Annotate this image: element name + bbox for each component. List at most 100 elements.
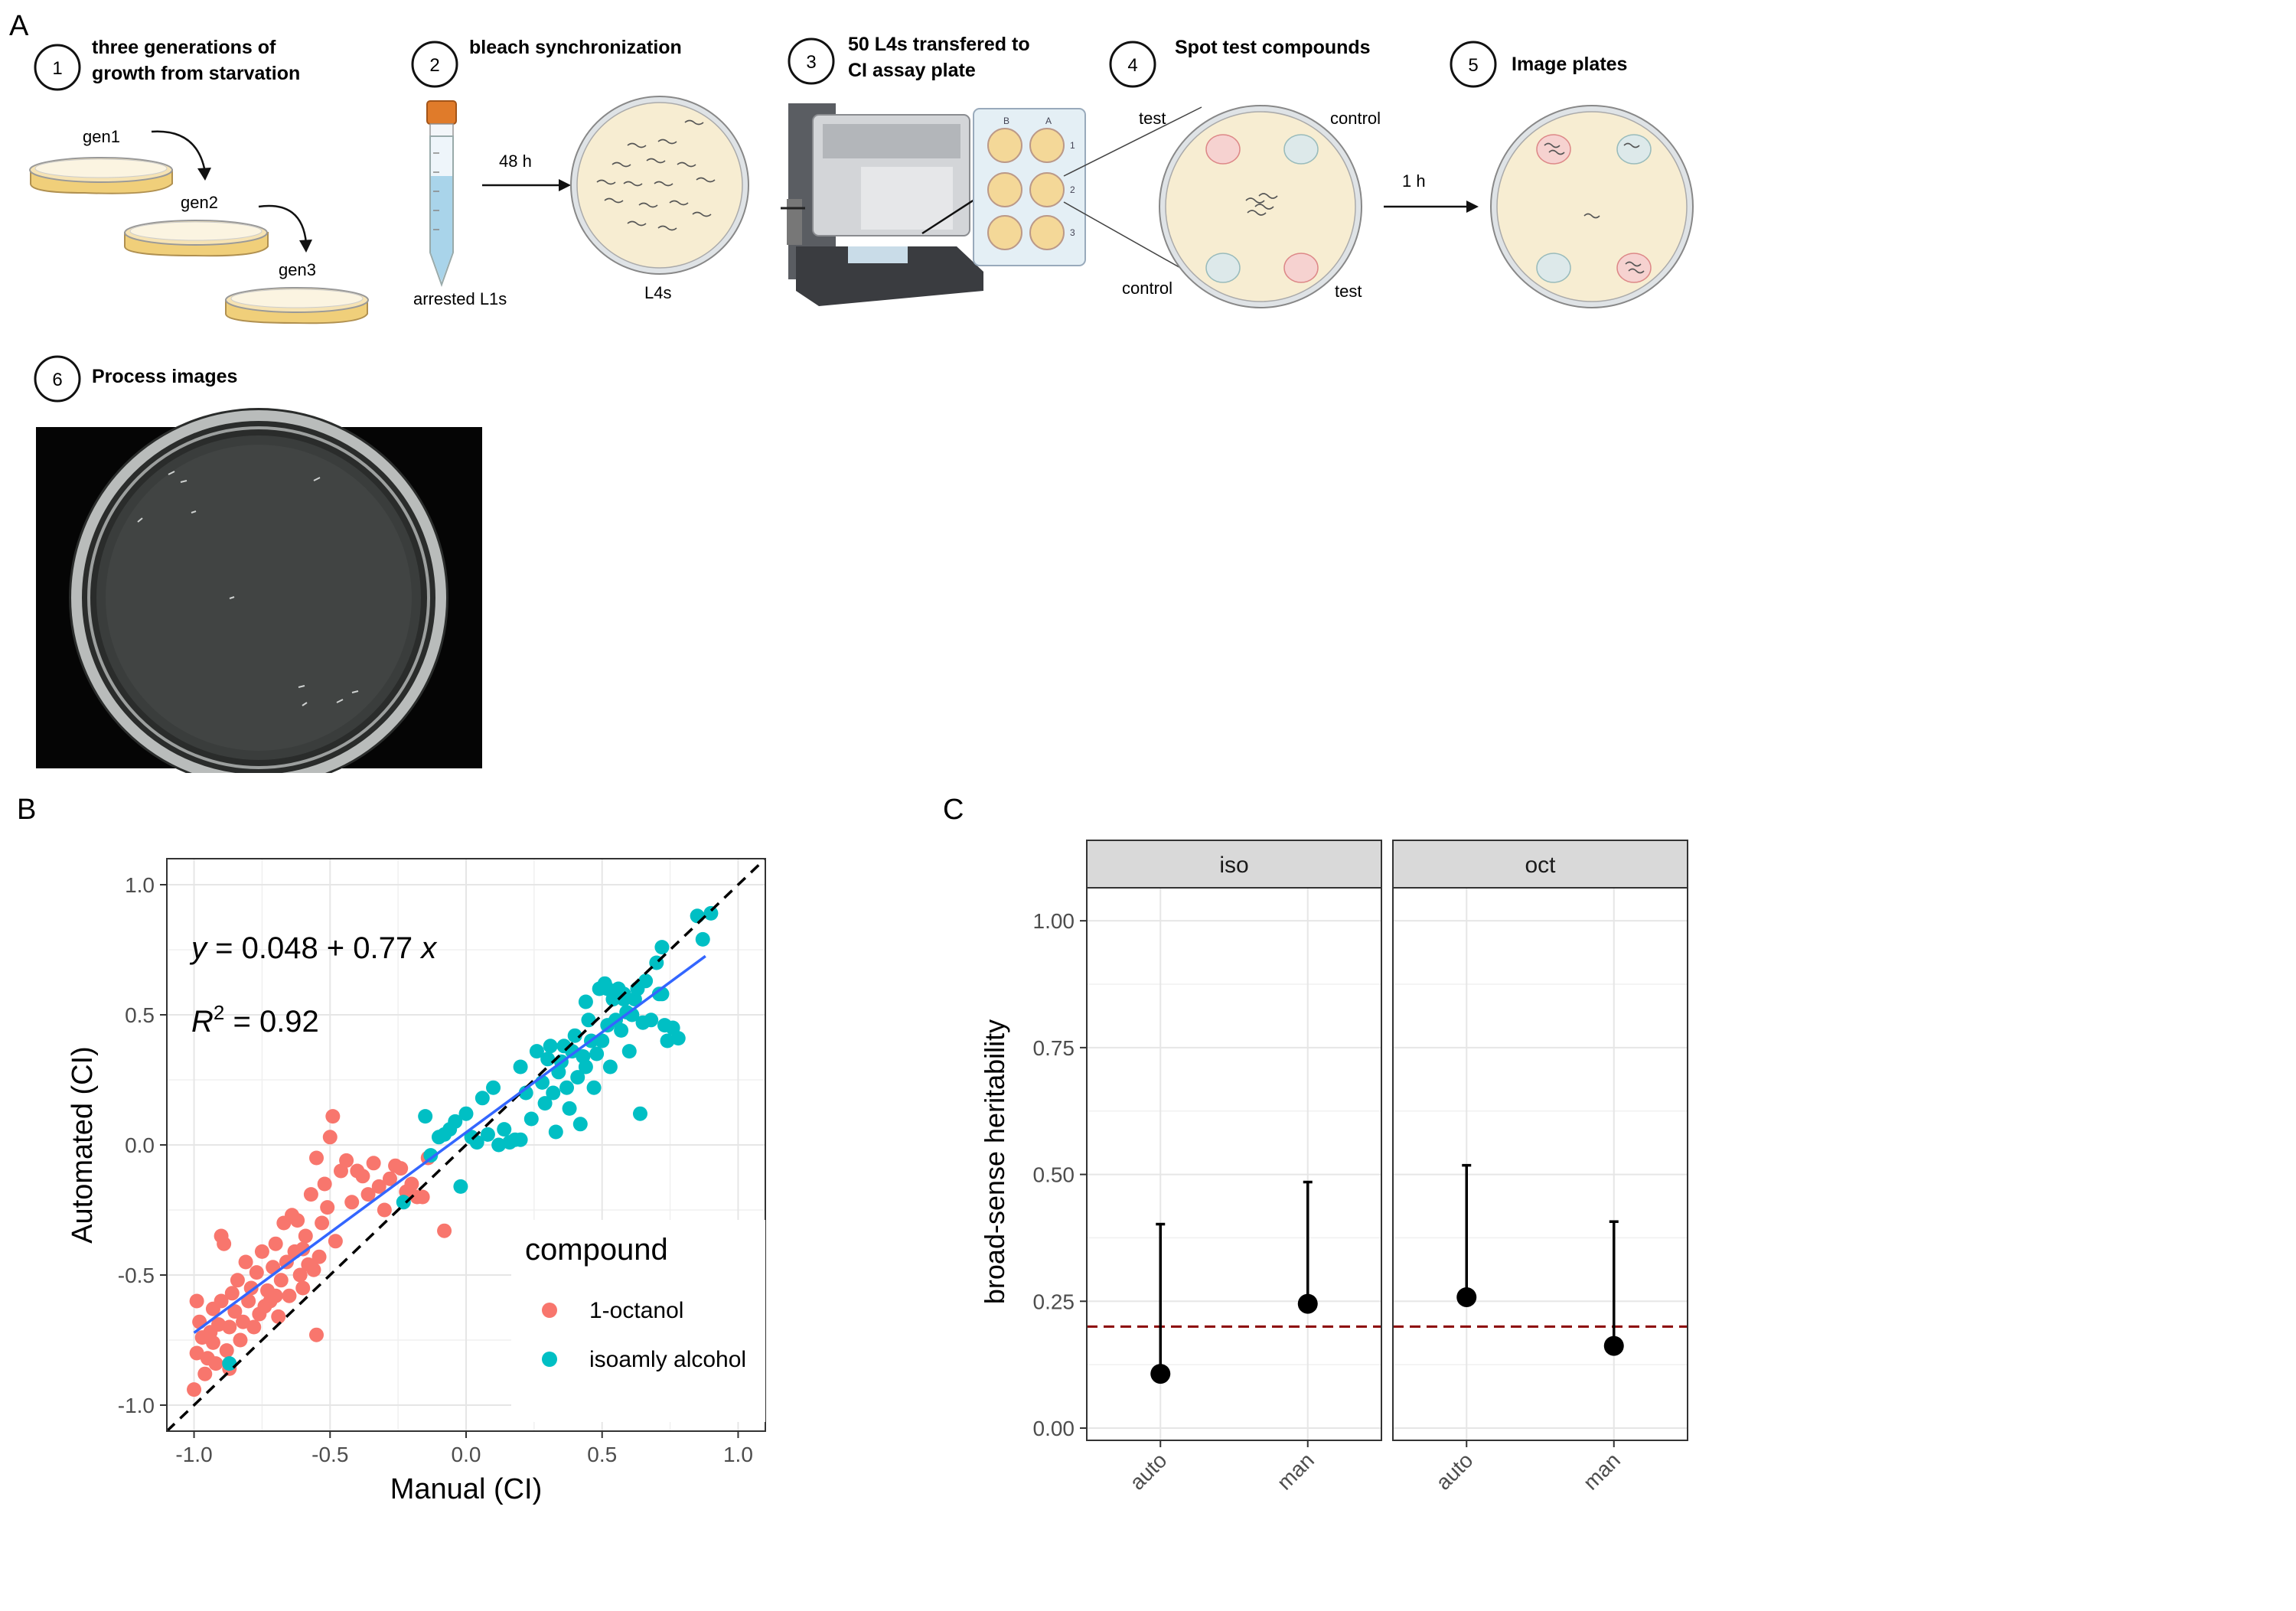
facet-background-oct [1393, 888, 1688, 1440]
r-squared-r: R [191, 1005, 214, 1039]
facet-frame-oct [1392, 887, 1688, 1441]
point-isoamyl [523, 1111, 539, 1127]
r-squared-value: = 0.92 [224, 1005, 318, 1039]
scatter-lines [167, 859, 765, 1431]
heritability-plot: iso auto man oct auto man 0.00 0.25 0.50 0.75 1.00… [979, 840, 1688, 1495]
point-octanol [241, 1293, 256, 1309]
point-isoamyl [491, 1137, 507, 1153]
facet-background-iso [1087, 888, 1381, 1440]
step-3: 3 50 L4s transfered to CI assay plate [788, 34, 1030, 85]
r-squared: R2 = 0.92 [191, 1001, 319, 1039]
point-isoamyl [546, 1085, 561, 1101]
gen2-arrow [258, 204, 308, 244]
heritability-point [1603, 1335, 1624, 1356]
point-octanol [205, 1335, 220, 1350]
panel-c: C iso auto man oct auto man 0.00 0.25 0.50 0.75 1.… [918, 773, 1760, 1607]
time-1h-label: 1 h [1402, 171, 1426, 191]
point-isoamyl [475, 1091, 490, 1106]
point-isoamyl [222, 1356, 237, 1371]
plate-imaged [1490, 105, 1694, 308]
facet-strip-iso [1086, 840, 1382, 889]
scatter-axes: -1.0 -0.5 0.0 0.5 1.0 -1.0 -0.5 0.0 0.5 1.0 Manual… [67, 873, 753, 1505]
point-octanol [208, 1356, 223, 1371]
point-octanol [309, 1150, 324, 1166]
point-isoamyl [396, 1195, 411, 1210]
point-isoamyl [703, 905, 719, 921]
point-isoamyl [578, 1059, 593, 1075]
step-5-title: Image plates [1512, 54, 1627, 75]
step-4-title: Spot test compounds [1175, 37, 1371, 58]
point-isoamyl [589, 1046, 605, 1061]
y-tick-label: 0.5 [125, 1003, 155, 1027]
plate-l4s-label: L4s [644, 283, 671, 302]
panel-a-letter: A [9, 10, 29, 42]
x-tick-label: -0.5 [311, 1443, 348, 1466]
identity-line [167, 859, 765, 1431]
legend-label-octanol: 1-octanol [589, 1298, 683, 1323]
point-octanol [236, 1314, 251, 1329]
point-octanol [371, 1179, 386, 1194]
panel-b-canvas: B -1.0 -0.5 0.0 0.5 1.0 -1.0 -0.5 0.0 0.5 1.0 Manu… [17, 794, 766, 1505]
point-octanol [246, 1319, 262, 1335]
point-isoamyl [616, 992, 631, 1007]
facet-label-oct: oct [1525, 853, 1556, 878]
point-octanol [217, 1236, 232, 1251]
gen1-arrowhead [197, 168, 211, 181]
point-isoamyl [537, 1096, 553, 1111]
point-isoamyl [638, 973, 654, 989]
point-isoamyl [595, 1033, 610, 1048]
point-octanol [295, 1241, 311, 1257]
x-axis-label: Manual (CI) [390, 1473, 543, 1505]
step-4-number: 4 [1127, 55, 1137, 76]
point-isoamyl [567, 1028, 582, 1043]
plate-l4s [570, 96, 749, 275]
point-octanol [404, 1176, 419, 1192]
point-isoamyl [448, 1114, 463, 1129]
y-tick-label: 1.00 [1033, 909, 1075, 933]
x-tick-label: 0.0 [452, 1443, 481, 1466]
point-octanol [254, 1244, 269, 1259]
point-octanol [325, 1109, 341, 1124]
petri-dish-gen2 [124, 220, 269, 257]
point-isoamyl [543, 1039, 558, 1054]
point-octanol [320, 1200, 335, 1215]
point-octanol [360, 1187, 376, 1202]
point-octanol [268, 1236, 283, 1251]
time-48h-label: 48 h [499, 152, 532, 171]
step-1-title-line2: growth from starvation [92, 63, 300, 84]
point-isoamyl [559, 1080, 575, 1095]
step-6: 6 Process images [34, 355, 237, 403]
point-isoamyl [540, 1052, 556, 1067]
point-octanol [187, 1382, 202, 1397]
y-tick-label: 0.75 [1033, 1036, 1075, 1060]
arrow-48h-head [559, 179, 571, 191]
point-octanol [214, 1293, 229, 1309]
fit-equation-x: x [419, 931, 438, 965]
step-2-number: 2 [429, 55, 439, 76]
point-isoamyl [513, 1132, 528, 1147]
scatter-points [187, 905, 719, 1397]
gen3-label: gen3 [279, 260, 316, 279]
y-tick-label: 0.0 [125, 1133, 155, 1157]
point-isoamyl [572, 1117, 588, 1132]
point-isoamyl [570, 1070, 585, 1085]
point-octanol [230, 1273, 245, 1288]
plate-spot [1159, 105, 1362, 308]
x-tick-label: -1.0 [175, 1443, 212, 1466]
gen2-arrowhead [299, 240, 312, 253]
panel-b: B -1.0 -0.5 0.0 0.5 1.0 -1.0 -0.5 0.0 0.5 1.0 Manu… [0, 773, 918, 1607]
point-isoamyl [486, 1080, 501, 1095]
y-tick-label: -1.0 [118, 1394, 155, 1417]
point-octanol [219, 1343, 234, 1358]
well-label-2: 2 [1070, 184, 1075, 195]
step-1-number: 1 [52, 58, 62, 79]
x-tick-label: man [1273, 1448, 1319, 1494]
point-octanol [238, 1254, 253, 1270]
point-octanol [224, 1286, 240, 1301]
spot-label-test-top: test [1139, 109, 1166, 128]
point-isoamyl [548, 1124, 563, 1140]
point-octanol [295, 1280, 311, 1296]
point-isoamyl [690, 908, 705, 924]
zoom-line-top [1063, 106, 1202, 177]
x-tick-label: auto [1125, 1448, 1171, 1494]
